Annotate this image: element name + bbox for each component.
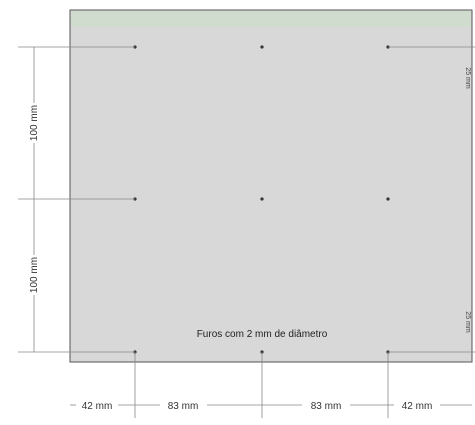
dimension-label-bottom-1: 42 mm xyxy=(82,401,113,412)
plate xyxy=(69,9,473,363)
dimension-label-right-bottom: 25 mm xyxy=(464,311,471,333)
plate-top-strip xyxy=(71,11,471,27)
left-dimension xyxy=(18,46,135,353)
dimension-label-left-bottom: 100 mm xyxy=(29,257,40,293)
hole xyxy=(260,45,264,49)
dimension-label-bottom-3: 83 mm xyxy=(311,401,342,412)
right-dimension xyxy=(388,46,475,353)
dimension-label-left-top: 100 mm xyxy=(29,105,40,141)
hole xyxy=(386,197,390,201)
dimension-label-bottom-2: 83 mm xyxy=(168,401,199,412)
dimension-label-right-top: 25 mm xyxy=(464,67,471,89)
hole-note: Furos com 2 mm de diâmetro xyxy=(197,329,328,340)
bottom-dimension xyxy=(70,352,472,418)
hole xyxy=(260,197,264,201)
dimension-label-bottom-4: 42 mm xyxy=(402,401,433,412)
